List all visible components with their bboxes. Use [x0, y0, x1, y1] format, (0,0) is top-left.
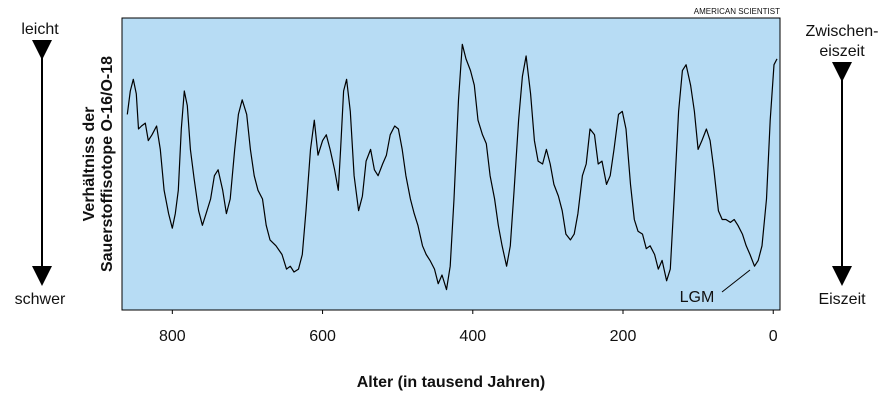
y-axis-label: Verhältniss der — [81, 107, 98, 222]
annotation: Eiszeit — [818, 291, 866, 308]
y-axis-label: Sauerstoffisotope O-16/O-18 — [99, 56, 116, 272]
x-tick-label: 600 — [309, 328, 336, 345]
annotation: schwer — [15, 291, 66, 308]
x-tick-label: 400 — [459, 328, 486, 345]
x-tick-label: 0 — [769, 328, 778, 345]
annotation: LGM — [680, 289, 715, 306]
leader-line — [721, 269, 751, 293]
annotation: Zwischen- — [806, 23, 879, 40]
annotation: leicht — [21, 21, 59, 38]
plot-area — [121, 17, 781, 311]
source: AMERICAN SCIENTIST — [694, 7, 780, 16]
x-tick-label: 200 — [610, 328, 637, 345]
data-line — [126, 43, 778, 291]
annotation: eiszeit — [819, 43, 865, 60]
x-tick-label: 800 — [159, 328, 186, 345]
x-axis-label: Alter (in tausend Jahren) — [357, 374, 545, 391]
